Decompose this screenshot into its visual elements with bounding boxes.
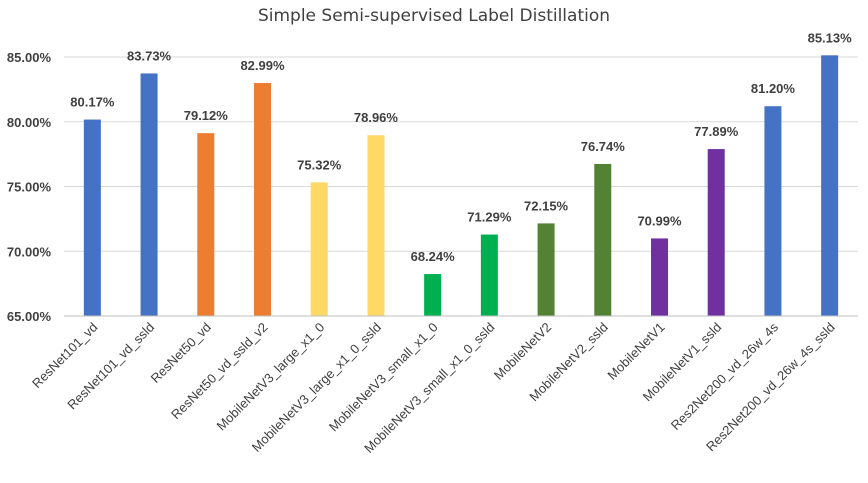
bar (651, 238, 668, 316)
y-tick-label: 80.00% (7, 115, 52, 130)
bar (310, 182, 328, 316)
data-label: 70.99% (637, 213, 682, 228)
bar (197, 133, 215, 316)
data-label: 68.24% (411, 249, 456, 264)
y-tick-label: 65.00% (7, 309, 52, 324)
x-tick-label: ResNet50_vd_ssld_v2 (168, 320, 271, 423)
y-tick-label: 75.00% (7, 180, 52, 195)
bar (367, 135, 385, 316)
bar (83, 119, 101, 317)
data-label: 83.73% (127, 48, 172, 63)
y-axis-ticks: 65.00% 70.00% 75.00% 80.00% 85.00% (7, 50, 52, 324)
x-tick-label: MobileNetV1 (604, 320, 667, 383)
x-tick-label: MobileNetV2 (491, 320, 554, 383)
bar (594, 163, 612, 316)
x-tick-label: Res2Net200_vd_26w_4s (668, 319, 782, 433)
bar (537, 223, 555, 316)
x-tick-label: MobileNetV3_small_x1_0 (326, 320, 441, 435)
data-label: 71.29% (467, 210, 512, 225)
gridlines (64, 56, 858, 252)
data-label: 75.32% (297, 157, 342, 172)
bar (764, 106, 782, 317)
data-label: 77.89% (694, 124, 739, 139)
data-label: 78.96% (354, 110, 399, 125)
data-label: 80.17% (70, 95, 115, 110)
x-tick-label: MobileNetV3_large_x1_0 (214, 320, 328, 434)
data-labels: 80.17% 83.73% 79.12% 82.99% 75.32% 78.96% 68.2… (70, 30, 852, 264)
bar (254, 83, 271, 316)
y-tick-label: 85.00% (7, 50, 52, 65)
data-label: 81.20% (751, 81, 796, 96)
bars (83, 55, 839, 317)
x-axis-ticks: ResNet101_vdResNet101_vd_ssldResNet50_vd… (29, 319, 838, 456)
data-label: 82.99% (240, 58, 285, 73)
data-label: 85.13% (808, 30, 853, 45)
chart-title: Simple Semi-supervised Label Distillatio… (258, 6, 610, 26)
bar (480, 234, 498, 316)
bar (821, 55, 839, 317)
data-label: 79.12% (184, 108, 229, 123)
bar (424, 274, 442, 316)
data-label: 76.74% (581, 139, 626, 154)
bar (707, 149, 725, 316)
y-tick-label: 70.00% (7, 244, 52, 259)
bar (140, 73, 158, 316)
data-label: 72.15% (524, 198, 569, 213)
